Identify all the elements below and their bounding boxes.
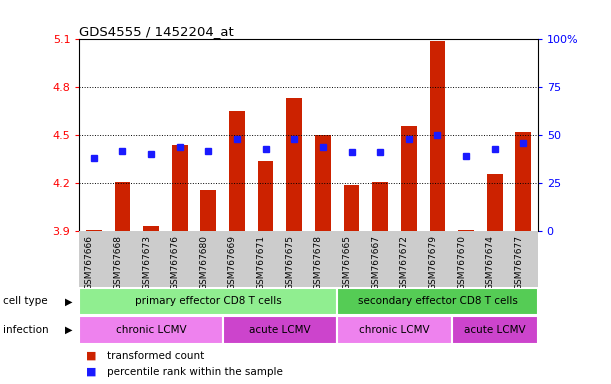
Bar bbox=[86, 230, 101, 231]
Bar bbox=[337, 288, 538, 315]
Text: ■: ■ bbox=[86, 351, 96, 361]
Bar bbox=[200, 190, 216, 231]
Text: ▶: ▶ bbox=[65, 325, 72, 335]
Bar bbox=[487, 174, 503, 231]
Text: primary effector CD8 T cells: primary effector CD8 T cells bbox=[135, 296, 282, 306]
Bar bbox=[229, 111, 245, 231]
Text: transformed count: transformed count bbox=[107, 351, 204, 361]
Text: GSM767677: GSM767677 bbox=[514, 235, 524, 290]
Text: ▶: ▶ bbox=[65, 296, 72, 306]
Text: GSM767666: GSM767666 bbox=[85, 235, 93, 290]
Text: GSM767667: GSM767667 bbox=[371, 235, 380, 290]
Text: GSM767676: GSM767676 bbox=[170, 235, 180, 290]
Bar bbox=[79, 316, 222, 344]
Text: GSM767669: GSM767669 bbox=[228, 235, 237, 290]
Text: infection: infection bbox=[3, 325, 49, 335]
Bar bbox=[172, 145, 188, 231]
Text: percentile rank within the sample: percentile rank within the sample bbox=[107, 367, 283, 377]
Text: GSM767668: GSM767668 bbox=[114, 235, 122, 290]
Bar bbox=[430, 41, 445, 231]
Bar bbox=[258, 161, 274, 231]
Text: GSM767665: GSM767665 bbox=[343, 235, 351, 290]
Text: GSM767678: GSM767678 bbox=[314, 235, 323, 290]
Bar bbox=[222, 316, 337, 344]
Bar bbox=[337, 316, 452, 344]
Text: GSM767674: GSM767674 bbox=[486, 235, 495, 290]
Bar bbox=[401, 126, 417, 231]
Text: GSM767673: GSM767673 bbox=[142, 235, 151, 290]
Text: cell type: cell type bbox=[3, 296, 48, 306]
Text: chronic LCMV: chronic LCMV bbox=[115, 325, 186, 335]
Bar bbox=[458, 230, 474, 231]
Bar bbox=[343, 185, 359, 231]
Text: ■: ■ bbox=[86, 367, 96, 377]
Text: GSM767670: GSM767670 bbox=[457, 235, 466, 290]
Bar bbox=[79, 288, 337, 315]
Text: GSM767672: GSM767672 bbox=[400, 235, 409, 290]
Text: acute LCMV: acute LCMV bbox=[249, 325, 311, 335]
Bar bbox=[287, 98, 302, 231]
Text: GSM767679: GSM767679 bbox=[428, 235, 437, 290]
Bar bbox=[143, 226, 159, 231]
Bar bbox=[516, 132, 531, 231]
Bar bbox=[114, 182, 130, 231]
Text: acute LCMV: acute LCMV bbox=[464, 325, 525, 335]
Bar bbox=[315, 135, 331, 231]
Bar bbox=[452, 316, 538, 344]
Text: GSM767671: GSM767671 bbox=[257, 235, 266, 290]
Text: chronic LCMV: chronic LCMV bbox=[359, 325, 430, 335]
Text: GDS4555 / 1452204_at: GDS4555 / 1452204_at bbox=[79, 25, 234, 38]
Text: GSM767675: GSM767675 bbox=[285, 235, 295, 290]
Text: GSM767680: GSM767680 bbox=[199, 235, 208, 290]
Text: secondary effector CD8 T cells: secondary effector CD8 T cells bbox=[357, 296, 518, 306]
Bar bbox=[372, 182, 388, 231]
